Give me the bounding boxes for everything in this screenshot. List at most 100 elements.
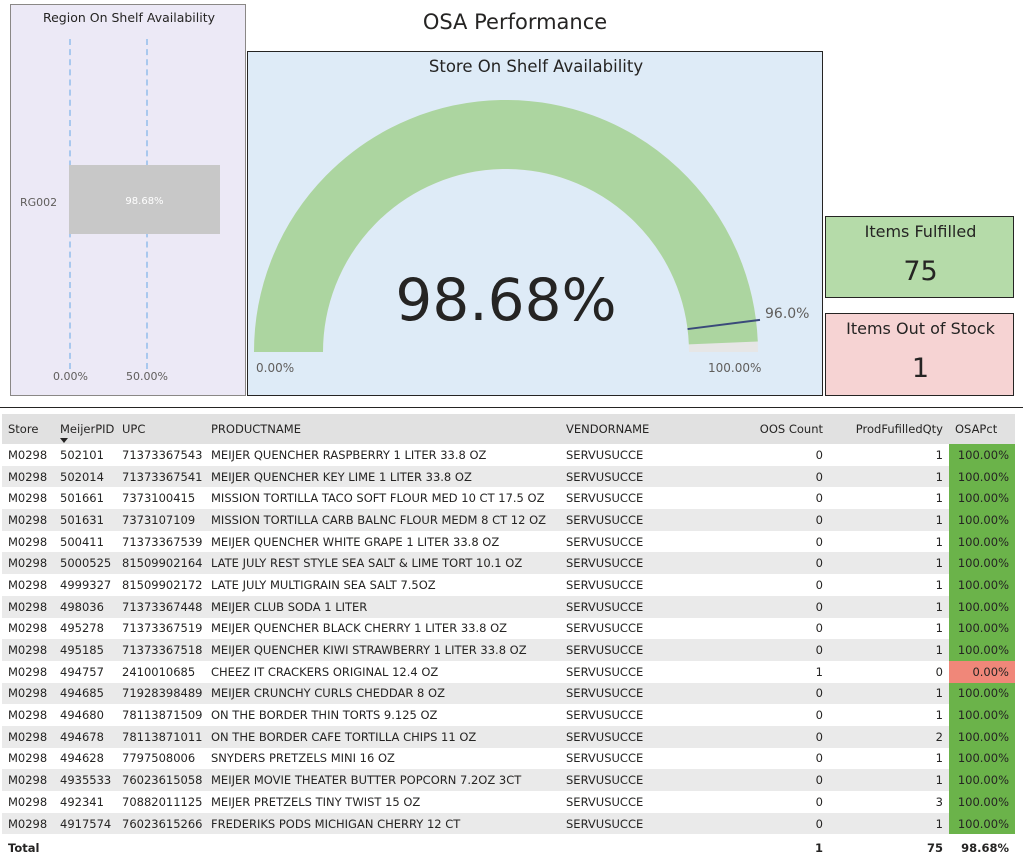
cell-productname: MEIJER PRETZELS TINY TWIST 15 OZ bbox=[205, 791, 560, 813]
cell-meijerpid: 495185 bbox=[54, 639, 116, 661]
table-row[interactable]: M0298 494757 2410010685 CHEEZ IT CRACKERS O… bbox=[2, 660, 1015, 683]
gauge-max-label: 100.00% bbox=[708, 361, 762, 375]
cell-osapct: 100.00% bbox=[949, 595, 1015, 618]
cell-osapct: 100.00% bbox=[949, 465, 1015, 488]
table-row[interactable]: M0298 494628 7797508006 SNYDERS PRETZELS MI… bbox=[2, 747, 1015, 770]
header-oos-count[interactable]: OOS Count bbox=[704, 414, 829, 444]
cell-vendorname: SERVUSUCCE bbox=[560, 791, 704, 813]
table-row[interactable]: M0298 494685 71928398489 MEIJER CRUNCHY CUR… bbox=[2, 682, 1015, 705]
cell-fulfilled-qty: 0 bbox=[829, 660, 949, 683]
items-out-of-stock-value: 1 bbox=[911, 353, 930, 384]
items-out-of-stock-label: Items Out of Stock bbox=[846, 319, 995, 338]
cell-meijerpid: 495278 bbox=[54, 617, 116, 640]
cell-upc: 71928398489 bbox=[116, 682, 205, 705]
store-osa-gauge[interactable]: Store On Shelf Availability 98.68% 0.00%… bbox=[247, 51, 823, 396]
cell-productname: MISSION TORTILLA CARB BALNC FLOUR MEDM 8… bbox=[205, 509, 560, 531]
cell-vendorname: SERVUSUCCE bbox=[560, 530, 704, 553]
table-row[interactable]: M0298 4917574 76023615266 FREDERIKS PODS MI… bbox=[2, 812, 1015, 835]
cell-osapct: 100.00% bbox=[949, 682, 1015, 705]
cell-productname: MEIJER CRUNCHY CURLS CHEDDAR 8 OZ bbox=[205, 682, 560, 705]
cell-productname: LATE JULY MULTIGRAIN SEA SALT 7.5OZ bbox=[205, 574, 560, 596]
table-row[interactable]: M0298 495185 71373367518 MEIJER QUENCHER KI… bbox=[2, 639, 1015, 661]
table-row[interactable]: M0298 492341 70882011125 MEIJER PRETZELS TI… bbox=[2, 791, 1015, 813]
table-row[interactable]: M0298 501661 7373100415 MISSION TORTILLA TA… bbox=[2, 487, 1015, 510]
cell-oos-count: 0 bbox=[704, 595, 829, 618]
cell-upc: 71373367543 bbox=[116, 444, 205, 466]
table-row[interactable]: M0298 498036 71373367448 MEIJER CLUB SODA 1… bbox=[2, 595, 1015, 618]
cell-fulfilled-qty: 3 bbox=[829, 791, 949, 813]
header-store[interactable]: Store bbox=[2, 414, 54, 444]
table-row[interactable]: M0298 502101 71373367543 MEIJER QUENCHER RA… bbox=[2, 444, 1015, 466]
cell-store: M0298 bbox=[2, 465, 54, 488]
sort-desc-icon[interactable]: MeijerPID bbox=[60, 422, 115, 443]
table-row[interactable]: M0298 494678 78113871011 ON THE BORDER CAFE… bbox=[2, 725, 1015, 748]
total-fulfilled: 75 bbox=[829, 834, 949, 859]
cell-oos-count: 0 bbox=[704, 465, 829, 488]
header-upc[interactable]: UPC bbox=[116, 414, 205, 444]
header-vendorname[interactable]: VENDORNAME bbox=[560, 414, 704, 444]
cell-oos-count: 0 bbox=[704, 812, 829, 835]
items-fulfilled-card[interactable]: Items Fulfilled 75 bbox=[825, 216, 1014, 298]
cell-upc: 76023615058 bbox=[116, 769, 205, 791]
cell-store: M0298 bbox=[2, 444, 54, 466]
cell-oos-count: 0 bbox=[704, 704, 829, 726]
cell-store: M0298 bbox=[2, 769, 54, 791]
cell-meijerpid: 4999327 bbox=[54, 574, 116, 596]
header-osapct[interactable]: OSAPct bbox=[949, 414, 1015, 444]
region-bar[interactable] bbox=[69, 165, 220, 234]
header-meijerpid[interactable]: MeijerPID bbox=[54, 414, 116, 444]
cell-productname: MEIJER QUENCHER KEY LIME 1 LITER 33.8 OZ bbox=[205, 465, 560, 488]
region-chart-title: Region On Shelf Availability bbox=[42, 10, 216, 25]
cell-oos-count: 0 bbox=[704, 574, 829, 596]
cell-productname: MISSION TORTILLA TACO SOFT FLOUR MED 10 … bbox=[205, 487, 560, 510]
cell-store: M0298 bbox=[2, 682, 54, 705]
table-row[interactable]: M0298 501631 7373107109 MISSION TORTILLA CA… bbox=[2, 509, 1015, 531]
cell-oos-count: 1 bbox=[704, 660, 829, 683]
table-header-row: Store MeijerPID UPC PRODUCTNAME VENDORNA… bbox=[2, 414, 1015, 444]
cell-vendorname: SERVUSUCCE bbox=[560, 769, 704, 791]
cell-vendorname: SERVUSUCCE bbox=[560, 617, 704, 640]
cell-oos-count: 0 bbox=[704, 444, 829, 466]
cell-upc: 2410010685 bbox=[116, 660, 205, 683]
cell-vendorname: SERVUSUCCE bbox=[560, 725, 704, 748]
header-productname[interactable]: PRODUCTNAME bbox=[205, 414, 560, 444]
items-fulfilled-label: Items Fulfilled bbox=[864, 222, 977, 241]
cell-osapct: 100.00% bbox=[949, 487, 1015, 510]
cell-meijerpid: 5000525 bbox=[54, 552, 116, 575]
table-row[interactable]: M0298 500411 71373367539 MEIJER QUENCHER WH… bbox=[2, 530, 1015, 553]
cell-fulfilled-qty: 1 bbox=[829, 574, 949, 596]
items-out-of-stock-card[interactable]: Items Out of Stock 1 bbox=[825, 313, 1014, 396]
cell-fulfilled-qty: 1 bbox=[829, 595, 949, 618]
cell-fulfilled-qty: 1 bbox=[829, 509, 949, 531]
cell-osapct: 100.00% bbox=[949, 639, 1015, 661]
cell-upc: 71373367541 bbox=[116, 465, 205, 488]
osa-detail-table[interactable]: Store MeijerPID UPC PRODUCTNAME VENDORNA… bbox=[2, 414, 1015, 859]
table-row[interactable]: M0298 502014 71373367541 MEIJER QUENCHER KE… bbox=[2, 465, 1015, 488]
cell-osapct: 100.00% bbox=[949, 747, 1015, 770]
cell-osapct: 100.00% bbox=[949, 574, 1015, 596]
cell-fulfilled-qty: 1 bbox=[829, 747, 949, 770]
table-row[interactable]: M0298 5000525 81509902164 LATE JULY REST ST… bbox=[2, 552, 1015, 575]
region-category-label: RG002 bbox=[20, 196, 58, 209]
cell-vendorname: SERVUSUCCE bbox=[560, 747, 704, 770]
cell-productname: CHEEZ IT CRACKERS ORIGINAL 12.4 OZ bbox=[205, 660, 560, 683]
header-prod-fulfilled-qty[interactable]: ProdFufilledQty bbox=[829, 414, 949, 444]
x-tick-50: 50.00% bbox=[126, 370, 168, 383]
cell-meijerpid: 501661 bbox=[54, 487, 116, 510]
cell-meijerpid: 502101 bbox=[54, 444, 116, 466]
total-oos: 1 bbox=[704, 834, 829, 859]
table-row[interactable]: M0298 495278 71373367519 MEIJER QUENCHER BL… bbox=[2, 617, 1015, 640]
cell-upc: 71373367519 bbox=[116, 617, 205, 640]
table-row[interactable]: M0298 4935533 76023615058 MEIJER MOVIE THEA… bbox=[2, 769, 1015, 791]
gauge-target-marker bbox=[687, 318, 761, 331]
cell-osapct: 100.00% bbox=[949, 812, 1015, 835]
cell-meijerpid: 4917574 bbox=[54, 812, 116, 835]
cell-upc: 78113871509 bbox=[116, 704, 205, 726]
region-osa-chart[interactable]: Region On Shelf Availability 98.68% RG00… bbox=[10, 4, 246, 396]
cell-upc: 81509902172 bbox=[116, 574, 205, 596]
cell-store: M0298 bbox=[2, 639, 54, 661]
cell-upc: 71373367448 bbox=[116, 595, 205, 618]
table-row[interactable]: M0298 4999327 81509902172 LATE JULY MULTIGR… bbox=[2, 574, 1015, 596]
table-row[interactable]: M0298 494680 78113871509 ON THE BORDER THIN… bbox=[2, 704, 1015, 726]
cell-store: M0298 bbox=[2, 725, 54, 748]
